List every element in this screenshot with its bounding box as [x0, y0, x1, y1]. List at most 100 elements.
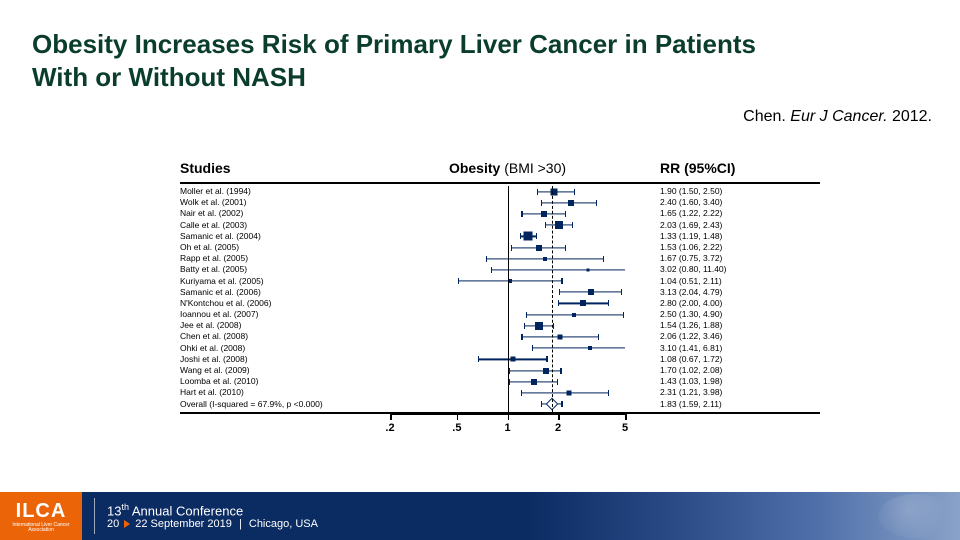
- plot-area: Moller et al. (1994)1.90 (1.50, 2.50)Wol…: [180, 186, 820, 410]
- forest-header-row: Studies Obesity (BMI >30) RR (95%CI): [180, 160, 820, 176]
- conf-date-1: 20: [107, 518, 119, 530]
- table-row: Wang et al. (2009) 1.70 (1.02, 2.08): [180, 365, 820, 376]
- ilca-sub: International Liver Cancer Association: [0, 523, 82, 533]
- conf-sup: th: [121, 502, 129, 512]
- rr-value: 2.80 (2.00, 4.00): [625, 298, 820, 309]
- x-tick: [558, 414, 560, 420]
- ref-line-overall: [552, 186, 553, 412]
- table-row: Calle et al. (2003)2.03 (1.69, 2.43): [180, 220, 820, 231]
- study-label: Wang et al. (2009): [180, 365, 390, 376]
- table-row: Wolk et al. (2001) 2.40 (1.60, 3.40): [180, 197, 820, 208]
- study-label: Hart et al. (2010): [180, 387, 390, 398]
- rr-value: 1.54 (1.26, 1.88): [625, 320, 820, 331]
- rr-value: 2.03 (1.69, 2.43): [625, 220, 820, 231]
- study-label: Wolk et al. (2001): [180, 197, 390, 208]
- table-row: Samanic et al. (2006) 3.13 (2.04, 4.79): [180, 287, 820, 298]
- rr-value: 1.08 (0.67, 1.72): [625, 354, 820, 365]
- title-line-2: With or Without NASH: [32, 62, 306, 92]
- forest-plot: Studies Obesity (BMI >30) RR (95%CI) Mol…: [180, 160, 820, 460]
- conf-num: 13: [107, 503, 121, 518]
- table-row: Moller et al. (1994) 1.90 (1.50, 2.50): [180, 186, 820, 197]
- x-axis: .2 .5 1 2 5: [180, 414, 820, 434]
- rr-value: 3.10 (1.41, 6.81): [625, 343, 820, 354]
- table-row: Joshi et al. (2008) 1.08 (0.67, 1.72): [180, 354, 820, 365]
- rr-value: 3.13 (2.04, 4.79): [625, 287, 820, 298]
- rr-value: 1.70 (1.02, 2.08): [625, 365, 820, 376]
- citation: Chen. Eur J Cancer. 2012.: [743, 108, 932, 126]
- x-tick-label: 2: [555, 422, 561, 434]
- citation-year: 2012.: [888, 108, 932, 125]
- x-tick: [457, 414, 459, 420]
- rr-value: 1.33 (1.19, 1.48): [625, 231, 820, 242]
- x-tick: [390, 414, 392, 420]
- study-label: Moller et al. (1994): [180, 186, 390, 197]
- citation-journal: Eur J Cancer.: [790, 108, 887, 125]
- ref-line-1: [508, 186, 509, 412]
- conf-txt: Annual Conference: [129, 503, 243, 518]
- footer-separator: [94, 498, 95, 534]
- ilca-text: ILCA: [16, 500, 67, 523]
- rr-value: 1.53 (1.06, 2.22): [625, 242, 820, 253]
- study-label: Rapp et al. (2005): [180, 253, 390, 264]
- triangle-icon: [124, 520, 130, 528]
- table-row: Hart et al. (2010) 2.31 (1.21, 3.98): [180, 387, 820, 398]
- study-label: Overall (I-squared = 67.9%, p <0.000): [180, 399, 390, 410]
- conf-sep: |: [239, 518, 242, 530]
- rr-value: 1.67 (0.75, 3.72): [625, 253, 820, 264]
- rr-value: 2.40 (1.60, 3.40): [625, 197, 820, 208]
- table-row: Ohki et al. (2008) 3.10 (1.41, 6.81): [180, 343, 820, 354]
- rr-value: 2.06 (1.22, 3.46): [625, 331, 820, 342]
- rr-value: 1.83 (1.59, 2.11): [625, 399, 820, 410]
- footer-bar: ILCA International Liver Cancer Associat…: [0, 492, 960, 540]
- rr-value: 2.31 (1.21, 3.98): [625, 387, 820, 398]
- conf-date-2: 22 September 2019: [135, 518, 232, 530]
- study-label: Nair et al. (2002): [180, 208, 390, 219]
- table-row: Rapp et al. (2005) 1.67 (0.75, 3.72): [180, 253, 820, 264]
- x-tick-label: .5: [452, 422, 461, 434]
- rr-value: 1.43 (1.03, 1.98): [625, 376, 820, 387]
- table-row: Samanic et al. (2004) 1.33 (1.19, 1.48): [180, 231, 820, 242]
- x-tick: [508, 414, 510, 420]
- study-label: Samanic et al. (2004): [180, 231, 390, 242]
- study-label: Joshi et al. (2008): [180, 354, 390, 365]
- header-rr: RR (95%CI): [625, 160, 820, 176]
- study-label: Samanic et al. (2006): [180, 287, 390, 298]
- study-label: Kuriyama et al. (2005): [180, 276, 390, 287]
- table-row: Batty et al. (2005) 3.02 (0.80, 11.40): [180, 264, 820, 275]
- x-tick-label: 1: [504, 422, 510, 434]
- study-label: Ohki et al. (2008): [180, 343, 390, 354]
- table-row: Kuriyama et al. (2005) 1.04 (0.51, 2.11): [180, 276, 820, 287]
- table-row: N'Kontchou et al. (2006) 2.80 (2.00, 4.00…: [180, 298, 820, 309]
- study-label: Loomba et al. (2010): [180, 376, 390, 387]
- study-label: Chen et al. (2008): [180, 331, 390, 342]
- study-label: N'Kontchou et al. (2006): [180, 298, 390, 309]
- conf-loc: Chicago, USA: [249, 518, 318, 530]
- rr-value: 3.02 (0.80, 11.40): [625, 264, 820, 275]
- title-line-1: Obesity Increases Risk of Primary Liver …: [32, 29, 756, 59]
- rr-value: 2.50 (1.30, 4.90): [625, 309, 820, 320]
- citation-author: Chen.: [743, 108, 790, 125]
- rr-value: 1.65 (1.22, 2.22): [625, 208, 820, 219]
- header-studies: Studies: [180, 160, 390, 176]
- rr-value: 1.90 (1.50, 2.50): [625, 186, 820, 197]
- footer-text: 13th Annual Conference 20 22 September 20…: [107, 502, 318, 530]
- top-rule: [180, 182, 820, 184]
- x-tick-label: 5: [622, 422, 628, 434]
- slide-title: Obesity Increases Risk of Primary Liver …: [32, 28, 930, 93]
- table-row: Ioannou et al. (2007) 2.50 (1.30, 4.90): [180, 309, 820, 320]
- study-label: Jee et al. (2008): [180, 320, 390, 331]
- x-tick-label: .2: [385, 422, 394, 434]
- table-row: Loomba et al. (2010) 1.43 (1.03, 1.98): [180, 376, 820, 387]
- study-label: Batty et al. (2005): [180, 264, 390, 275]
- study-label: Oh et al. (2005): [180, 242, 390, 253]
- overall-row: Overall (I-squared = 67.9%, p <0.000) 1.8…: [180, 399, 820, 410]
- table-row: Oh et al. (2005) 1.53 (1.06, 2.22): [180, 242, 820, 253]
- table-row: Nair et al. (2002) 1.65 (1.22, 2.22): [180, 208, 820, 219]
- table-row: Chen et al. (2008) 2.06 (1.22, 3.46): [180, 331, 820, 342]
- header-obesity: Obesity (BMI >30): [390, 160, 625, 176]
- study-label: Ioannou et al. (2007): [180, 309, 390, 320]
- rr-value: 1.04 (0.51, 2.11): [625, 276, 820, 287]
- x-tick: [625, 414, 627, 420]
- ilca-logo: ILCA International Liver Cancer Associat…: [0, 492, 82, 540]
- table-row: Jee et al. (2008) 1.54 (1.26, 1.88): [180, 320, 820, 331]
